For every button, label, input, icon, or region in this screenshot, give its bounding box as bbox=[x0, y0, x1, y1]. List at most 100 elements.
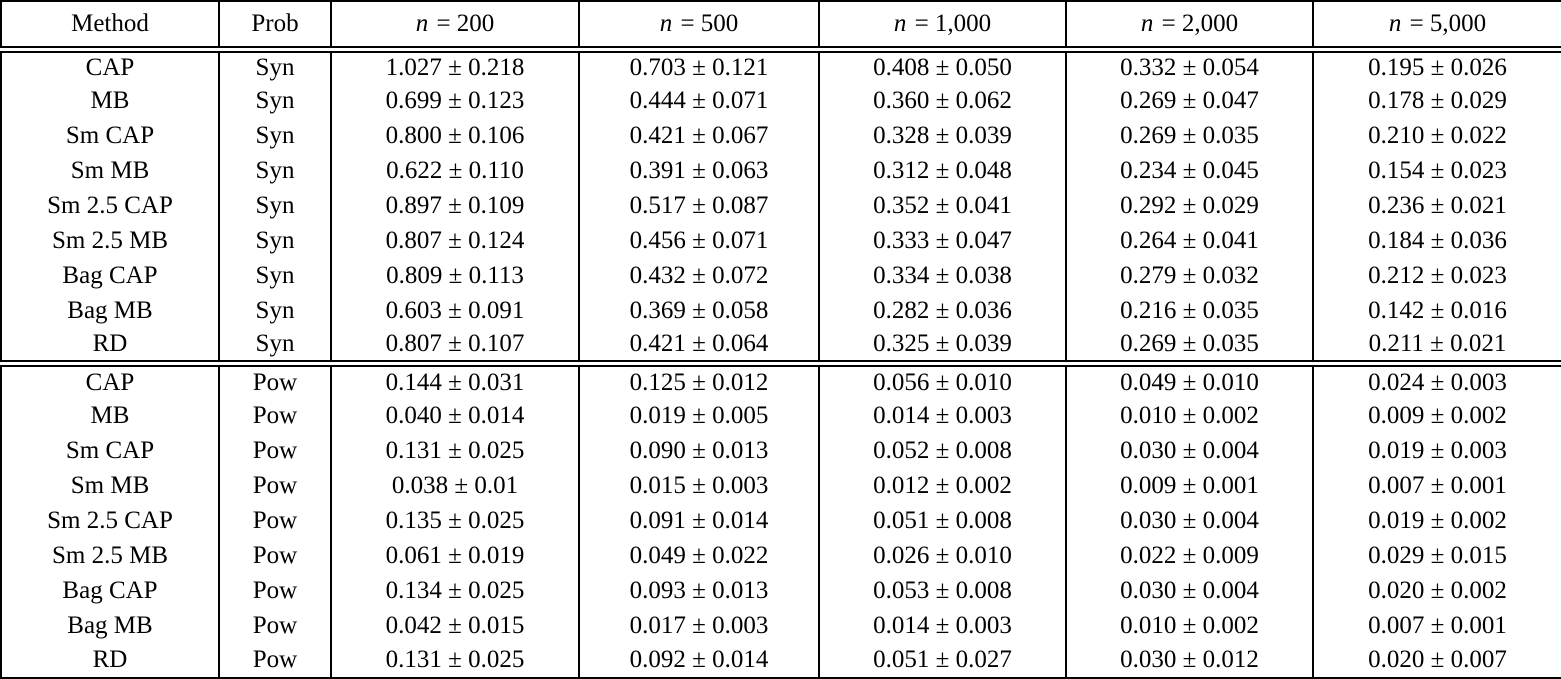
table-row: Sm CAP Pow 0.131 ± 0.025 0.090 ± 0.013 0.052… bbox=[1, 433, 1561, 469]
math-variable: n bbox=[1140, 9, 1154, 37]
method-cell: CAP bbox=[85, 368, 135, 396]
prob-cell: Syn bbox=[218, 188, 331, 224]
table-row: Bag MB Syn 0.603 ± 0.091 0.369 ± 0.058 0.282… bbox=[1, 293, 1561, 329]
value-cell: 0.029 ± 0.015 bbox=[1312, 538, 1561, 574]
table-row: Sm 2.5 MB Syn 0.807 ± 0.124 0.456 ± 0.071 0.… bbox=[1, 223, 1561, 259]
value-cell: 0.012 ± 0.002 bbox=[818, 468, 1066, 504]
table-row: CAP Pow 0.144 ± 0.031 0.125 ± 0.012 0.056 ± … bbox=[1, 363, 1561, 399]
value-cell: 0.699 ± 0.123 bbox=[330, 83, 579, 119]
value-cell: 0.184 ± 0.036 bbox=[1312, 223, 1561, 259]
column-header-n-500: n = 500 bbox=[578, 1, 819, 53]
prob-cell: Syn bbox=[218, 293, 331, 329]
value-cell: 0.131 ± 0.025 bbox=[330, 643, 579, 678]
value-cell: 0.391 ± 0.063 bbox=[578, 153, 819, 189]
column-header-n-1000: n = 1,000 bbox=[818, 1, 1066, 53]
header-row: Method Prob n = 200 n = 500 n = 1,000 n = 2,0… bbox=[1, 1, 1561, 53]
value-cell: 0.234 ± 0.045 bbox=[1065, 153, 1313, 189]
syn-section: CAP Syn 1.027 ± 0.218 0.703 ± 0.121 0.408 ± … bbox=[1, 49, 1561, 367]
value-cell: 0.216 ± 0.035 bbox=[1065, 293, 1313, 329]
method-cell: MB bbox=[90, 401, 130, 429]
prob-cell: Syn bbox=[218, 153, 331, 189]
value-cell: 0.056 ± 0.010 bbox=[818, 363, 1066, 399]
value-cell: 0.053 ± 0.008 bbox=[818, 573, 1066, 609]
value-cell: 0.292 ± 0.029 bbox=[1065, 188, 1313, 224]
method-cell: MB bbox=[90, 87, 130, 115]
value-cell: 0.408 ± 0.050 bbox=[818, 49, 1066, 84]
table-row: MB Syn 0.699 ± 0.123 0.444 ± 0.071 0.360 ± 0… bbox=[1, 83, 1561, 119]
value-cell: 0.236 ± 0.021 bbox=[1312, 188, 1561, 224]
value-cell: 0.456 ± 0.071 bbox=[578, 223, 819, 259]
value-cell: 0.195 ± 0.026 bbox=[1312, 49, 1561, 84]
value-cell: 0.061 ± 0.019 bbox=[330, 538, 579, 574]
column-header-n-5000: n = 5,000 bbox=[1312, 1, 1561, 53]
prob-cell: Pow bbox=[218, 503, 331, 539]
value-cell: 0.022 ± 0.009 bbox=[1065, 538, 1313, 574]
method-cell: CAP bbox=[85, 54, 135, 82]
math-variable: n bbox=[415, 9, 429, 37]
table-row: Bag CAP Pow 0.134 ± 0.025 0.093 ± 0.013 0.05… bbox=[1, 573, 1561, 609]
table-row: Sm CAP Syn 0.800 ± 0.106 0.421 ± 0.067 0.328… bbox=[1, 118, 1561, 154]
value-cell: 0.282 ± 0.036 bbox=[818, 293, 1066, 329]
method-cell: Sm 2.5 CAP bbox=[47, 506, 173, 534]
value-cell: 0.020 ± 0.007 bbox=[1312, 643, 1561, 678]
value-cell: 0.144 ± 0.031 bbox=[330, 363, 579, 399]
method-cell: Sm 2.5 MB bbox=[51, 541, 168, 569]
value-cell: 0.154 ± 0.023 bbox=[1312, 153, 1561, 189]
value-cell: 0.279 ± 0.032 bbox=[1065, 258, 1313, 294]
table-row: Sm MB Pow 0.038 ± 0.01 0.015 ± 0.003 0.012 ±… bbox=[1, 468, 1561, 504]
value-cell: 0.007 ± 0.001 bbox=[1312, 468, 1561, 504]
prob-cell: Pow bbox=[218, 468, 331, 504]
column-header-n-2000: n = 2,000 bbox=[1065, 1, 1313, 53]
value-cell: 0.093 ± 0.013 bbox=[578, 573, 819, 609]
value-cell: 0.334 ± 0.038 bbox=[818, 258, 1066, 294]
prob-cell: Pow bbox=[218, 363, 331, 399]
value-cell: 0.800 ± 0.106 bbox=[330, 118, 579, 154]
column-header-method: Method bbox=[1, 1, 219, 53]
method-cell: RD bbox=[1, 328, 219, 367]
prob-cell: Syn bbox=[218, 223, 331, 259]
value-cell: 0.360 ± 0.062 bbox=[818, 83, 1066, 119]
table-row: CAP Syn 1.027 ± 0.218 0.703 ± 0.121 0.408 ± … bbox=[1, 49, 1561, 84]
value-cell: 0.131 ± 0.025 bbox=[330, 433, 579, 469]
value-cell: 0.134 ± 0.025 bbox=[330, 573, 579, 609]
method-cell: Sm 2.5 CAP bbox=[47, 192, 173, 220]
value-cell: 0.030 ± 0.004 bbox=[1065, 573, 1313, 609]
value-cell: 0.049 ± 0.010 bbox=[1065, 363, 1313, 399]
prob-cell: Pow bbox=[218, 573, 331, 609]
value-cell: 0.009 ± 0.001 bbox=[1065, 468, 1313, 504]
method-cell: Sm MB bbox=[70, 471, 150, 499]
math-variable: n bbox=[893, 9, 907, 37]
method-cell: Sm MB bbox=[70, 157, 150, 185]
table-row: Sm 2.5 CAP Syn 0.897 ± 0.109 0.517 ± 0.087 0… bbox=[1, 188, 1561, 224]
value-cell: 0.352 ± 0.041 bbox=[818, 188, 1066, 224]
value-cell: 0.091 ± 0.014 bbox=[578, 503, 819, 539]
value-cell: 0.622 ± 0.110 bbox=[330, 153, 579, 189]
prob-cell: Pow bbox=[218, 398, 331, 434]
method-cell: Bag CAP bbox=[62, 576, 158, 604]
value-cell: 0.269 ± 0.047 bbox=[1065, 83, 1313, 119]
value-cell: 0.125 ± 0.012 bbox=[578, 363, 819, 399]
value-cell: 0.142 ± 0.016 bbox=[1312, 293, 1561, 329]
value-cell: 0.030 ± 0.004 bbox=[1065, 433, 1313, 469]
value-cell: 0.332 ± 0.054 bbox=[1065, 49, 1313, 84]
pow-section: CAP Pow 0.144 ± 0.031 0.125 ± 0.012 0.056 ± … bbox=[1, 363, 1561, 678]
value-cell: 0.014 ± 0.003 bbox=[818, 608, 1066, 643]
prob-cell: Syn bbox=[218, 83, 331, 119]
value-cell: 0.019 ± 0.005 bbox=[578, 398, 819, 434]
value-cell: 0.092 ± 0.014 bbox=[578, 643, 819, 678]
value-cell: 0.809 ± 0.113 bbox=[330, 258, 579, 294]
value-cell: 0.210 ± 0.022 bbox=[1312, 118, 1561, 154]
value-cell: 0.432 ± 0.072 bbox=[578, 258, 819, 294]
table-row: Bag MB Pow 0.042 ± 0.015 0.017 ± 0.003 0.014… bbox=[1, 608, 1561, 643]
prob-cell: Pow bbox=[218, 608, 331, 643]
method-cell: Bag CAP bbox=[62, 262, 158, 290]
value-cell: 0.807 ± 0.124 bbox=[330, 223, 579, 259]
prob-cell: Syn bbox=[218, 118, 331, 154]
value-cell: 0.010 ± 0.002 bbox=[1065, 398, 1313, 434]
value-cell: 0.051 ± 0.027 bbox=[818, 643, 1066, 678]
prob-cell: Syn bbox=[218, 49, 331, 84]
column-header-n-200: n = 200 bbox=[330, 1, 579, 53]
value-cell: 0.421 ± 0.067 bbox=[578, 118, 819, 154]
math-variable: n bbox=[1388, 9, 1402, 37]
